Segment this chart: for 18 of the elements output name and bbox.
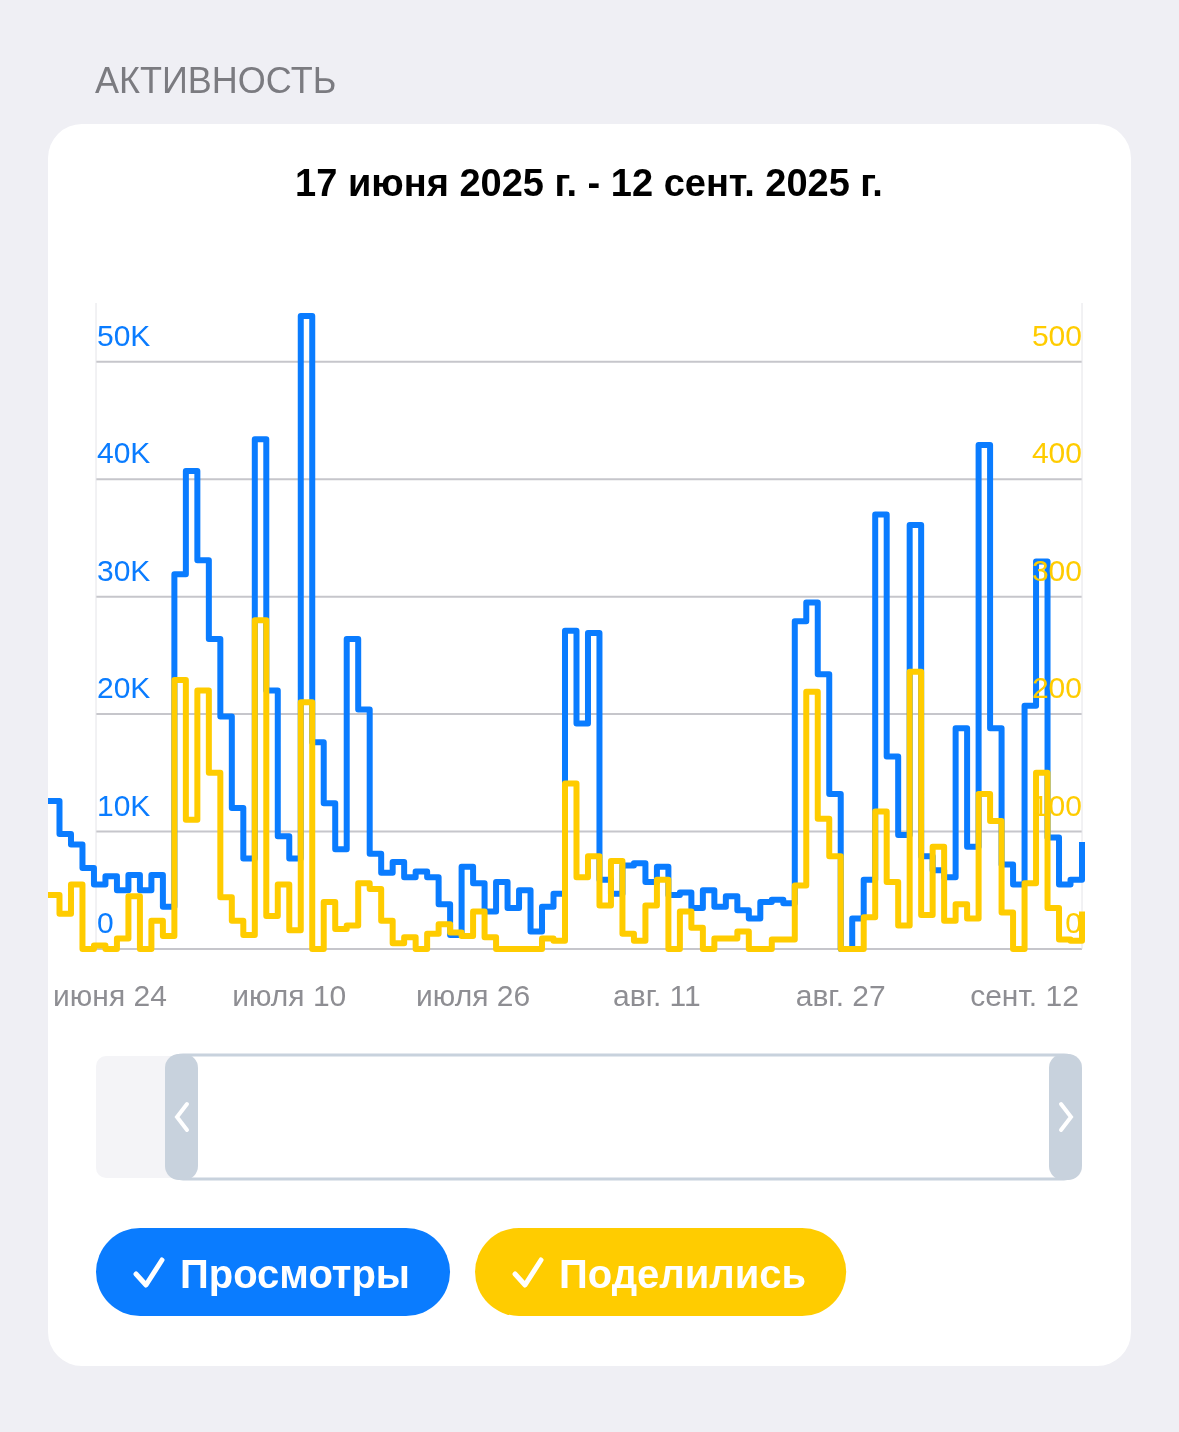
x-tick-label: июля 10 (232, 979, 347, 1012)
y-tick-label: 40K (97, 436, 151, 470)
y-tick-label: 10K (97, 788, 151, 822)
text: Поделились (559, 1252, 807, 1296)
text: Просмотры (180, 1252, 411, 1296)
y-tick-label: 30K (97, 553, 151, 587)
x-tick-label: сент. 12 (970, 979, 1079, 1012)
chart-subtitle: 17 июня 2025 г. - 12 сент. 2025 г. (295, 162, 883, 204)
chart-title: АКТИВНОСТЬ (95, 60, 337, 101)
y2-tick-label: 500 (1031, 318, 1082, 352)
x-tick-label: июня 24 (53, 979, 167, 1012)
x-tick-label: авг. 11 (613, 979, 701, 1012)
y-tick-label: 20K (97, 671, 151, 705)
x-tick-label: июля 26 (416, 979, 531, 1012)
x-tick-label: авг. 27 (795, 979, 886, 1012)
y2-tick-label: 400 (1031, 436, 1082, 470)
y-tick-label: 0 (97, 906, 114, 939)
y-tick-label: 50K (97, 318, 151, 352)
